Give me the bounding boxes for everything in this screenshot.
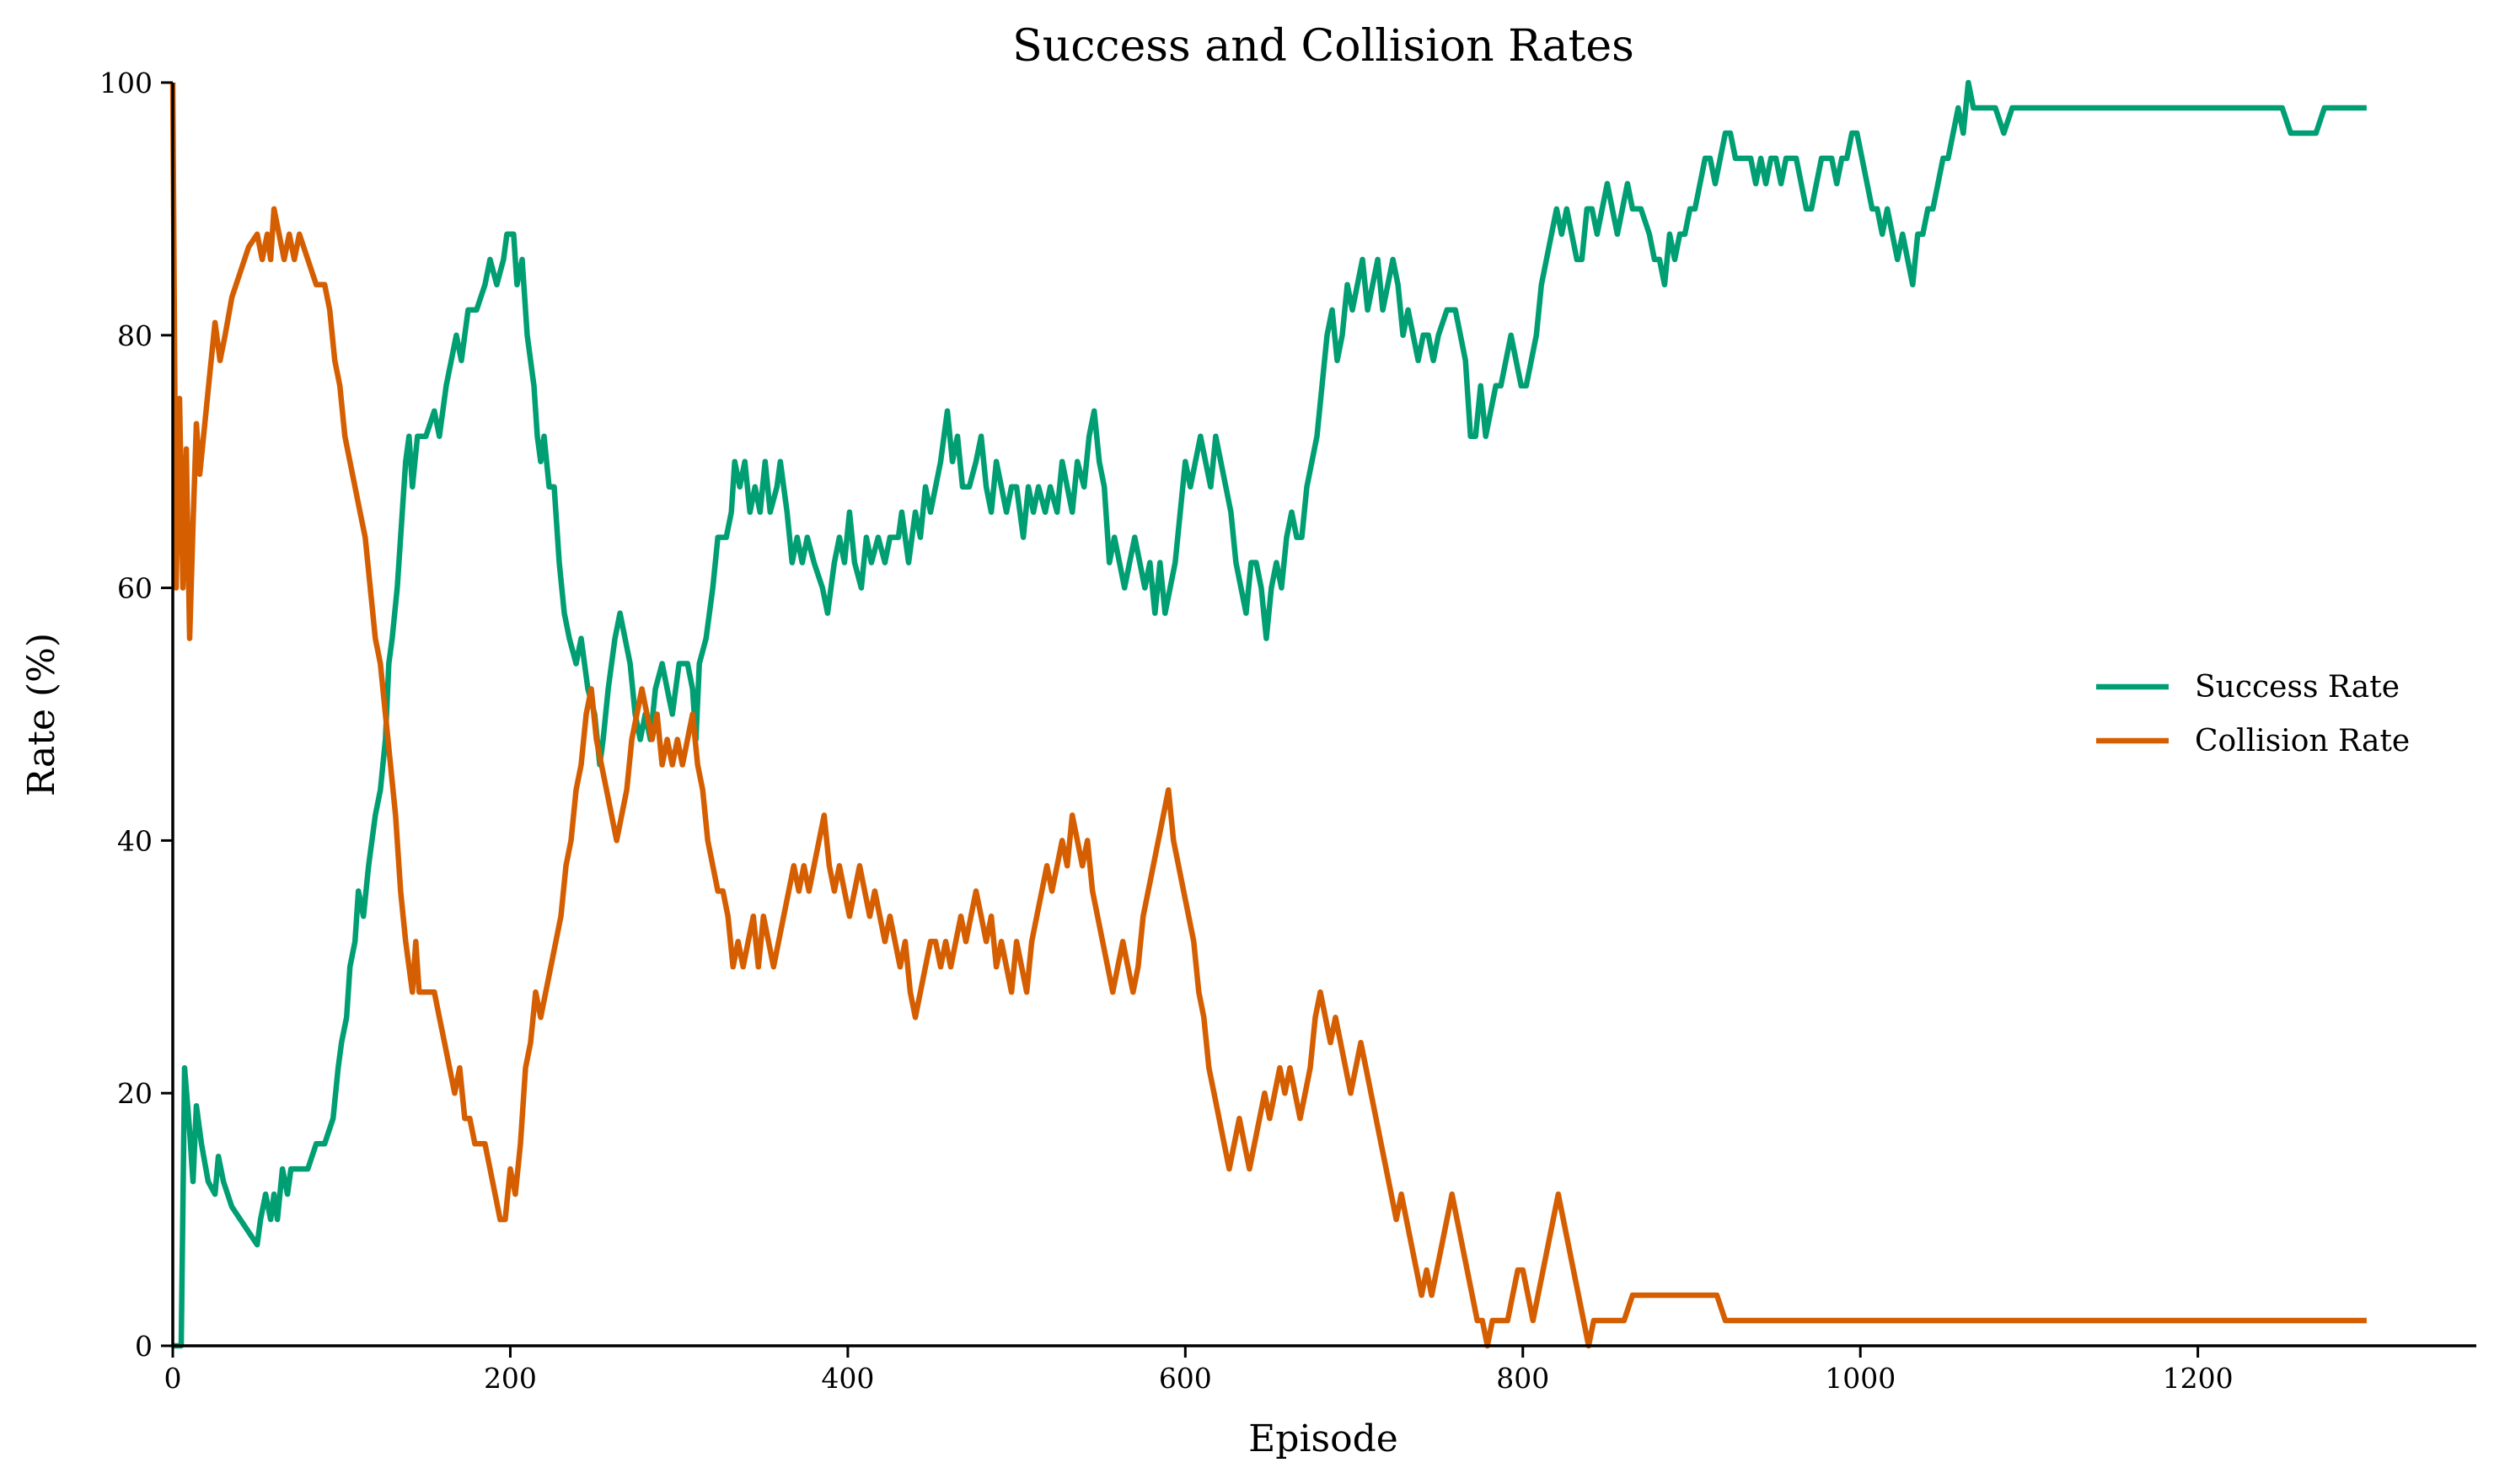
y-tick-label: 0	[135, 1330, 153, 1363]
x-tick-label: 1000	[1825, 1362, 1896, 1395]
series-line-success-rate	[173, 79, 2367, 1349]
y-axis-label: Rate (%)	[20, 633, 63, 796]
series-layer	[169, 79, 2367, 1349]
y-tick-label: 60	[117, 572, 153, 605]
series-line-collision-rate	[169, 82, 2367, 1349]
y-tick-label: 40	[117, 824, 153, 857]
y-tick-label: 100	[99, 67, 153, 99]
x-tick-label: 400	[821, 1362, 874, 1395]
y-tick-label: 20	[117, 1077, 153, 1110]
y-ticks: 0 20 40 60 80 100	[99, 67, 173, 1363]
x-tick-label: 1200	[2163, 1362, 2234, 1395]
chart-title: Success and Collision Rates	[1012, 21, 1634, 72]
legend: Success Rate Collision Rate	[2096, 670, 2410, 758]
legend-label-success-rate: Success Rate	[2195, 670, 2400, 704]
x-axis-label: Episode	[1248, 1417, 1398, 1460]
legend-label-collision-rate: Collision Rate	[2195, 724, 2410, 758]
y-tick-label: 80	[117, 319, 153, 352]
x-tick-label: 800	[1496, 1362, 1549, 1395]
x-tick-label: 0	[164, 1362, 182, 1395]
x-ticks: 0 200 400 600 800 1000 1200	[164, 1346, 2234, 1395]
x-tick-label: 600	[1159, 1362, 1212, 1395]
x-tick-label: 200	[484, 1362, 537, 1395]
